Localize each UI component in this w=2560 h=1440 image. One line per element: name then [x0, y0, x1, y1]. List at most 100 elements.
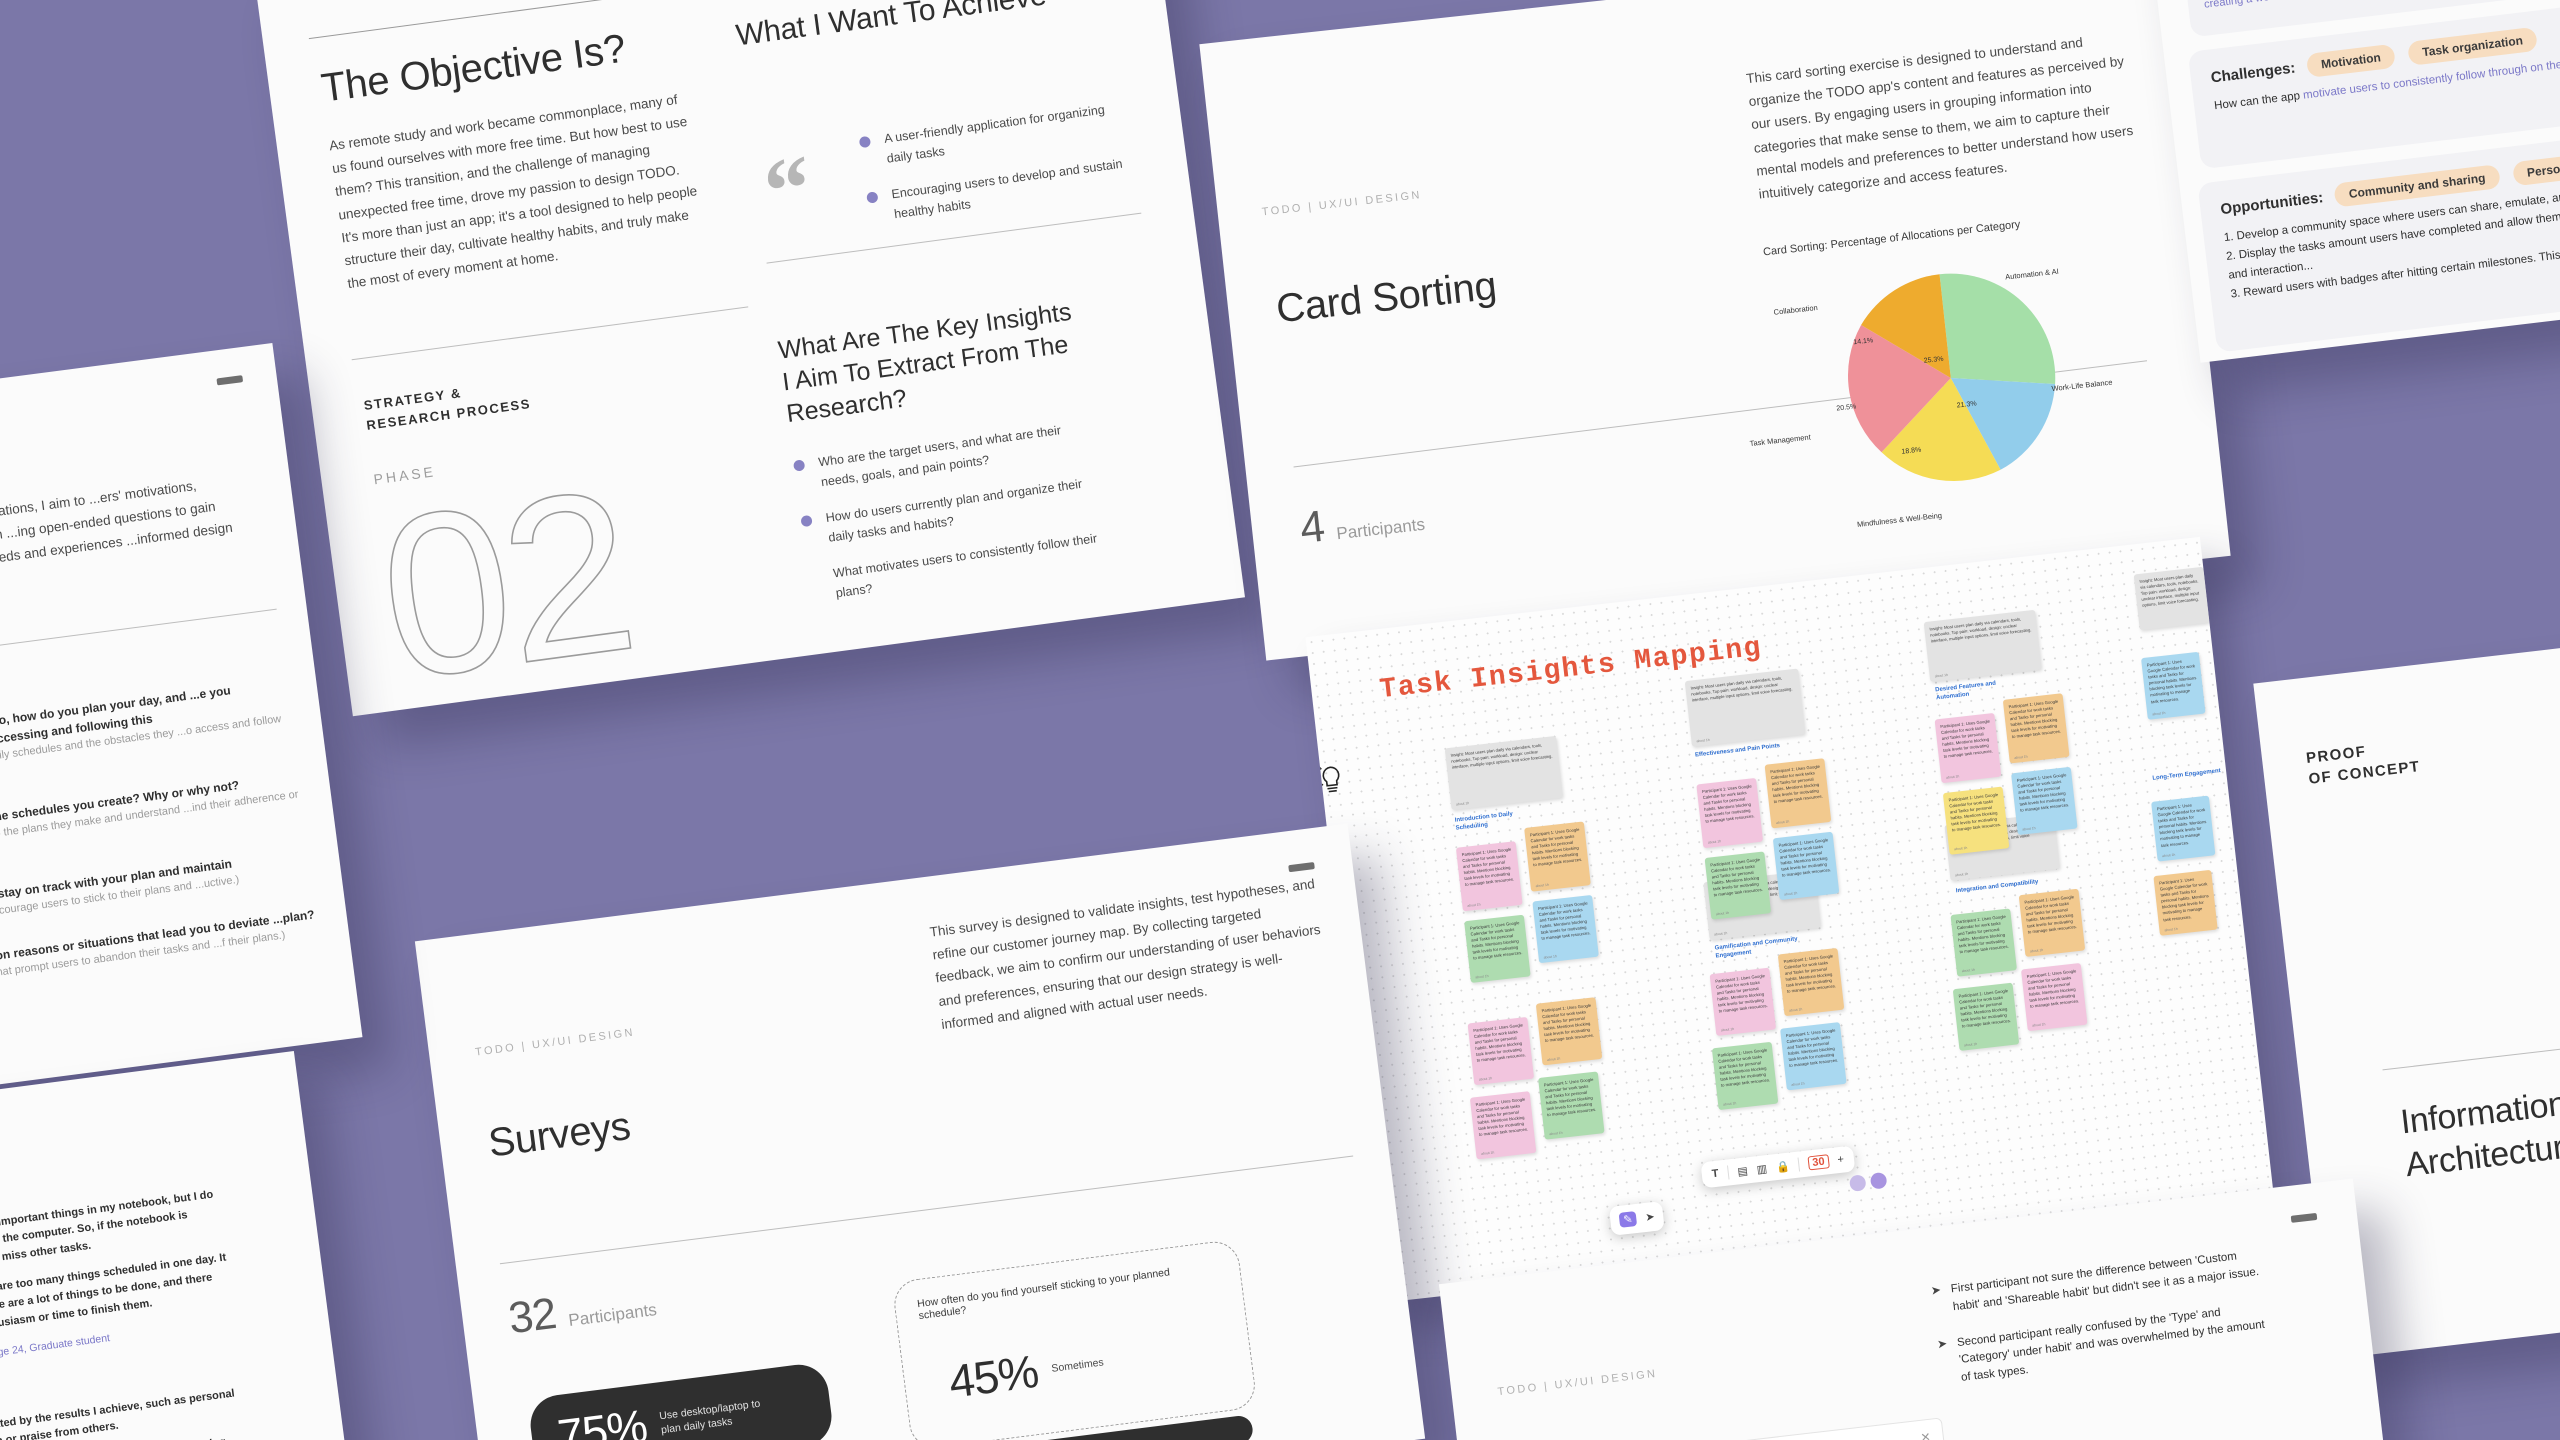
sticky-note[interactable]: Participant 1: Uses Google Calendar for … [2002, 693, 2070, 764]
lock-tool-icon[interactable]: 🔒 [1775, 1160, 1791, 1174]
chip-personal-task-stats[interactable]: Personal task stats [2511, 146, 2560, 187]
insight-note[interactable]: Insight: Most users plan daily via calen… [1444, 735, 1563, 811]
arrow-icon: ➤ [1936, 1335, 1948, 1351]
sticky-note[interactable]: Participant 1: Uses Google Calendar for … [1709, 967, 1777, 1036]
insight-note[interactable]: Insight: Most users plan daily via calen… [2133, 566, 2210, 631]
slide-card-sorting[interactable]: TODO | UX/UI DESIGN Card Sorting This ca… [1199, 0, 2231, 661]
achieve-title: What I Want To Achieve [734, 0, 1049, 53]
list-item: ...the common reasons or situations that… [0, 906, 316, 987]
participants-label: Participants [567, 1300, 658, 1331]
window-controls[interactable] [216, 375, 244, 386]
sticky-note[interactable]: Participant 1: Uses Google Calendar for … [1772, 831, 1840, 901]
minimize-icon[interactable] [2290, 1212, 2318, 1223]
page-title: Surveys [486, 1104, 633, 1166]
board-toolbar-secondary[interactable]: ✎ ➤ [1608, 1201, 1666, 1236]
quote-icon: “ [758, 135, 818, 243]
sticky-tool-icon[interactable]: ▤ [1736, 1164, 1749, 1178]
ia-title: Information Architecture [2398, 1084, 2560, 1184]
pen-tool-icon[interactable]: ✎ [1618, 1211, 1638, 1228]
phase-kicker: STRATEGY & RESEARCH PROCESS [362, 385, 532, 433]
sticky-note[interactable]: Participant 1: Uses Google Calendar for … [1464, 914, 1531, 983]
sticky-note[interactable]: Participant 1: Uses Google Calendar for … [1535, 997, 1603, 1066]
sticky-note[interactable]: Participant 1: Uses Google Calendar for … [2151, 795, 2216, 862]
lightbulb-icon [1313, 764, 1340, 793]
slide-interview[interactable]: ...e-on-one conversations, I aim to ...e… [0, 342, 363, 1118]
slice-label-collaboration: Collaboration [1773, 302, 1819, 317]
insight-note[interactable]: Insight: Most users plan daily via calen… [1684, 668, 1806, 747]
group-label: Long-Term Engagement [2152, 768, 2221, 782]
participants-label: Participants [1335, 514, 1426, 544]
insights-bullet-list: Who are the target users, and what are t… [792, 416, 1112, 622]
sticky-note[interactable]: Participant 1: Uses Google Calendar for … [2141, 651, 2206, 720]
frame-tool-icon[interactable]: ▥ [1756, 1162, 1768, 1176]
cursor-tool-icon[interactable]: ➤ [1644, 1210, 1656, 1224]
window-controls[interactable] [2290, 1212, 2318, 1223]
sticky-note[interactable]: Participant 1: Uses Google Calendar for … [1764, 758, 1832, 829]
sticky-note[interactable]: Participant 1: Uses Google Calendar for … [1950, 908, 2017, 977]
pie-chart: Card Sorting: Percentage of Allocations … [1715, 204, 2187, 570]
board-avatars[interactable] [1848, 1171, 1888, 1192]
sticky-note[interactable]: Participant 1: Uses Google Calendar for … [2153, 869, 2218, 936]
sticky-note[interactable]: Participant 1: Uses Google Calendar for … [1711, 1041, 1779, 1111]
sticky-note[interactable]: Participant 1: Uses Google Calendar for … [1538, 1071, 1605, 1140]
calendar-tool-icon[interactable]: 30 [1807, 1154, 1830, 1171]
sticky-note[interactable]: Participant 1: Uses Google Calendar for … [1469, 1091, 1537, 1160]
bullet-dot-icon [866, 191, 879, 204]
question-box[interactable]: How often do you find yourself sticking … [891, 1238, 1258, 1440]
sticky-note[interactable]: Participant 1: Uses Google Calendar for … [1467, 1016, 1535, 1086]
sticky-note[interactable]: Participant 1: Uses Google Calendar for … [1455, 841, 1523, 912]
opportunities-label: Opportunities: [2219, 188, 2325, 218]
participants-stat: 4 Participants [1298, 491, 1427, 554]
minimize-icon[interactable] [216, 375, 244, 386]
sticky-note[interactable]: Participant 1: Uses Google Calendar for … [1696, 777, 1764, 849]
phase-number: 02 [366, 440, 643, 717]
sticky-note[interactable]: Participant 1: Uses Google Calendar for … [1524, 821, 1591, 892]
slide-quotes[interactable]: “ I prioritize the most important things… [0, 1050, 361, 1440]
stat-description: Sometimes [1050, 1356, 1105, 1375]
bullet-dot-icon [858, 135, 872, 149]
stat-percent: 45% [946, 1344, 1041, 1408]
slide-objective[interactable]: The Objective Is? As remote study and wo… [255, 0, 1245, 717]
minimize-icon[interactable] [1288, 862, 1315, 873]
add-tool-icon[interactable]: + [1836, 1153, 1845, 1167]
avatar[interactable] [1869, 1171, 1888, 1190]
stat-card-45[interactable]: 45% Sometimes [918, 1318, 1137, 1426]
avatar[interactable] [1848, 1174, 1867, 1192]
divider [2382, 998, 2560, 1071]
sticky-note[interactable]: Participant 1: Uses Google Calendar for … [1780, 1022, 1847, 1091]
sticky-note[interactable]: Participant 1: Uses Google Calendar for … [1704, 851, 1772, 920]
page-title: Card Sorting [1274, 263, 1499, 332]
breadcrumb: TODO | UX/UI DESIGN [1261, 189, 1423, 219]
cardsorting-paragraph: This card sorting exercise is designed t… [1745, 34, 2134, 202]
chip-motivation[interactable]: Motivation [2305, 43, 2397, 78]
slice-label-taskmgmt: Task Management [1749, 432, 1812, 449]
sticky-note[interactable]: Participant 1: Uses Google Calendar for … [2018, 888, 2086, 957]
text-tool-icon[interactable]: T [1711, 1167, 1720, 1181]
sticky-note[interactable]: Participant 1: Uses Google Calendar for … [2020, 962, 2088, 1032]
miro-board[interactable]: Task Insights Mapping Insight: Most user… [1305, 536, 2275, 1304]
achieve-bullet-list: A user-friendly application for organizi… [858, 97, 1135, 243]
sticky-note[interactable]: Participant 1: Uses Google Calendar for … [1934, 712, 2002, 784]
sticky-note[interactable]: Participant 1: Uses Google Calendar for … [1952, 982, 2020, 1051]
insight-note[interactable]: Insight: Most users plan daily via calen… [1923, 609, 2042, 682]
objective-title: The Objective Is? [318, 26, 629, 111]
close-icon[interactable]: ✕ [1919, 1429, 1932, 1440]
sticky-note[interactable]: Participant 1: Uses Google Calendar for … [1777, 947, 1845, 1017]
slide-surveys[interactable]: TODO | UX/UI DESIGN Surveys This survey … [414, 823, 1426, 1440]
quote-block: “ I am motivated by the results I achiev… [0, 1357, 280, 1440]
sticky-note[interactable]: Participant 1: Uses Google Calendar for … [2011, 766, 2078, 836]
chart-title: Card Sorting: Percentage of Allocations … [1762, 218, 2021, 259]
sticky-note[interactable]: Participant 1: Uses Google Calendar for … [1532, 894, 1599, 964]
bullet-dot-icon [792, 459, 806, 472]
stat-card-75[interactable]: 75% Use desktop/laptop to plan daily tas… [527, 1361, 835, 1440]
findings-list: ➤ First participant not sure the differe… [1930, 1246, 2270, 1390]
sticky-note[interactable]: Participant 1: Uses Google Calendar for … [1942, 786, 2010, 855]
window-controls[interactable] [1288, 862, 1315, 873]
divider [0, 608, 277, 662]
bullet-dot-icon [800, 514, 813, 528]
quote-block: “ I prioritize the most important things… [0, 1162, 239, 1383]
board-toolbar[interactable]: T ▤ ▥ 🔒 30 + [1700, 1145, 1856, 1189]
findings-screenshot-placeholder: ✕ [1504, 1417, 1964, 1440]
surveys-paragraph: This survey is designed to validate insi… [928, 876, 1322, 1032]
